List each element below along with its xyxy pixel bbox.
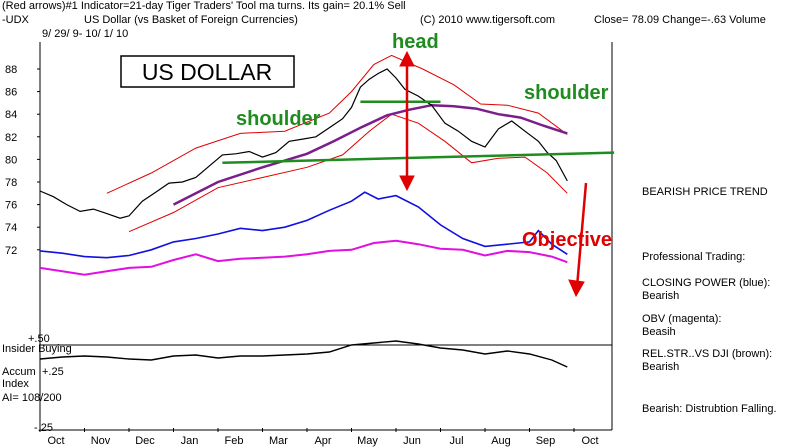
head-height-arrow-up-tip	[399, 50, 415, 67]
y-tick-label: 84	[5, 109, 17, 121]
y-axis-ticks: 72 74 76 78 80 82 84 86 88	[5, 64, 40, 257]
trend-label: BEARISH PRICE TREND	[642, 186, 768, 198]
x-axis-ticks: Oct Nov Dec Jan Feb Mar Apr May Jun Jul Aug Sep Oct	[39, 428, 599, 447]
x-tick-label: Aug	[491, 435, 511, 447]
annotation-arrows	[399, 50, 588, 298]
x-tick-label: Jul	[449, 435, 463, 447]
title-box	[120, 55, 295, 88]
x-tick-label: Jan	[181, 435, 199, 447]
x-tick-label: Jun	[403, 435, 421, 447]
rel-str-value: Bearish	[642, 361, 679, 373]
x-tick-label: Dec	[135, 435, 155, 447]
objective-arrow-tip	[568, 279, 585, 298]
moving-average-line	[172, 103, 568, 206]
y-tick-label: 72	[5, 245, 17, 257]
closing-power-title: CLOSING POWER (blue):	[642, 277, 770, 289]
obv-line	[39, 239, 568, 276]
header-symbol: -UDX	[2, 14, 30, 26]
neckline	[222, 151, 615, 165]
upper-band-line	[106, 54, 568, 194]
header-dates: 9/ 29/ 9- 10/ 1/ 10	[42, 28, 128, 40]
obv-title: OBV (magenta):	[642, 313, 721, 325]
head-height-arrow-down-tip	[399, 175, 415, 192]
head-label: head	[392, 31, 439, 53]
y-tick-label: 74	[5, 222, 17, 234]
header-name: US Dollar (vs Basket of Foreign Currenci…	[84, 14, 298, 26]
x-tick-label: May	[357, 435, 378, 447]
header-copyright: (C) 2010 www.tigersoft.com	[420, 14, 555, 26]
accum-label: Accum	[2, 366, 36, 378]
plus-50-label: +.50	[28, 333, 50, 345]
index-label: Index	[2, 378, 29, 390]
x-tick-label: Feb	[225, 435, 244, 447]
title-box-text: US DOLLAR	[142, 59, 272, 85]
header-line1: (Red arrows)#1 Indicator=21-day Tiger Tr…	[2, 0, 406, 12]
rel-str-title: REL.STR..VS DJI (brown):	[642, 348, 772, 360]
objective-label: Objective	[522, 229, 612, 251]
shoulder-label-left: shoulder	[236, 108, 321, 130]
y-tick-label: 88	[5, 64, 17, 76]
y-tick-label: 80	[5, 154, 17, 166]
closing-power-line	[39, 191, 568, 259]
x-tick-label: Oct	[47, 435, 64, 447]
obv-value: Beasih	[642, 326, 676, 338]
y-tick-label: 86	[5, 87, 17, 99]
rel-str-line	[39, 340, 568, 368]
price-line	[39, 68, 568, 219]
bottom-summary: Bearish: Distrubtion Falling.	[642, 403, 777, 415]
x-tick-label: Oct	[581, 435, 598, 447]
objective-arrow	[575, 182, 588, 288]
y-tick-label: 76	[5, 200, 17, 212]
shoulder-label-right: shoulder	[524, 82, 609, 104]
header-close: Close= 78.09 Change=-.63 Volume	[594, 14, 766, 26]
plus-25-label: +.25	[42, 366, 64, 378]
minus-25-label: -.25	[34, 422, 53, 434]
ai-label: AI= 108/200	[2, 392, 62, 404]
x-tick-label: Sep	[536, 435, 556, 447]
x-tick-label: Nov	[91, 435, 111, 447]
y-tick-label: 82	[5, 132, 17, 144]
x-tick-label: Apr	[314, 435, 331, 447]
closing-power-value: Bearish	[642, 290, 679, 302]
y-tick-label: 78	[5, 177, 17, 189]
x-tick-label: Mar	[269, 435, 288, 447]
pro-trading-label: Professional Trading:	[642, 251, 745, 263]
insider-buying-label: Insider Buying	[2, 343, 72, 355]
series-group	[39, 54, 615, 368]
